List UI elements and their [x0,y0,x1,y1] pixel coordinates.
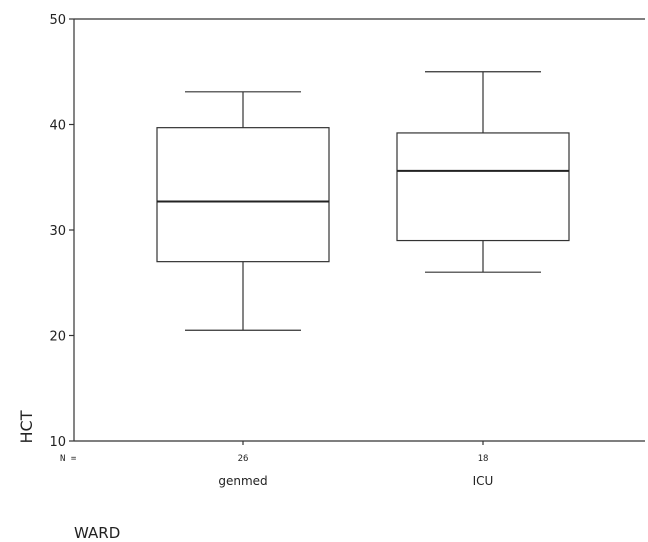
category-label-icu: ICU [473,474,494,488]
y-tick-label-20: 20 [49,330,66,345]
y-tick-label-30: 30 [49,224,66,239]
x-axis-title: WARD [74,524,120,542]
x-axis-labels: N = 26 18 genmed ICU [60,454,493,488]
y-tick-label-50: 50 [49,13,66,28]
count-label-icu: 18 [478,454,489,464]
y-tick-label-40: 40 [49,119,66,134]
y-axis-ticks: 10 20 30 40 50 [49,13,74,450]
plot-frame [73,18,645,442]
box-rect-ICU [396,132,570,242]
box-genmed [156,91,330,445]
y-tick-label-10: 10 [49,435,66,450]
n-prefix-label: N = [60,454,77,464]
box-series [156,71,570,445]
count-label-genmed: 26 [238,454,249,464]
box-ICU [396,71,570,445]
y-axis-title: HCT [17,410,36,443]
box-rect-genmed [156,127,330,263]
category-label-genmed: genmed [218,474,267,488]
